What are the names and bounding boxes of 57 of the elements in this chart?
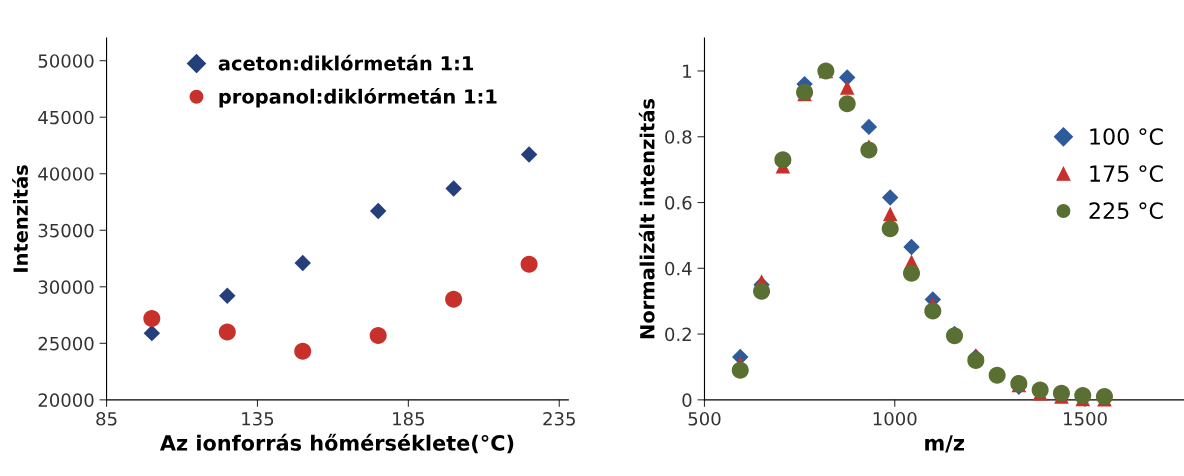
legend-label: 100 °C: [1090, 128, 1163, 145]
x-tick-label: 500: [688, 411, 721, 426]
y-tick-label: 0.2: [665, 327, 691, 342]
point: [988, 366, 1006, 384]
y-tick-label: 20000: [38, 393, 94, 407]
y-tick-label: 40000: [38, 167, 94, 181]
x-tick-label: 185: [393, 411, 425, 426]
y-tick-label: 1: [683, 64, 692, 78]
y-tick-label: 30000: [38, 280, 94, 294]
x-axis-title: m/z: [925, 435, 964, 453]
legend-label: 225 °C: [1089, 202, 1163, 220]
x-axis-title: Az ionforrás hőmérséklete(°C): [159, 433, 514, 454]
point: [294, 254, 311, 272]
legend-label: aceton:diklórmetán 1:1: [218, 54, 474, 71]
y-tick-label: 35000: [38, 223, 94, 238]
legend-label: propanol:diklórmetán 1:1: [219, 88, 497, 108]
y-tick-label: 25000: [38, 336, 94, 351]
point: [219, 287, 236, 305]
point: [218, 323, 236, 341]
x-tick-label: 1000: [873, 411, 917, 426]
point: [520, 146, 538, 163]
point: [903, 238, 920, 256]
point: [731, 361, 749, 379]
x-tick-label: 235: [543, 411, 575, 426]
y-tick-label: 0.6: [665, 195, 692, 210]
point: [753, 282, 771, 300]
point: [903, 264, 921, 282]
point: [881, 189, 899, 206]
x-tick-label: 135: [242, 411, 274, 426]
y-tick-label: 0.8: [665, 130, 692, 144]
point: [369, 202, 387, 220]
y-tick-label: 0.4: [665, 261, 692, 276]
point: [1052, 384, 1070, 402]
point: [294, 342, 312, 360]
y-axis-title: Intenzitás: [12, 165, 28, 272]
y-axis-title: Normalizált intenzitás: [638, 98, 655, 339]
point: [520, 255, 538, 273]
point: [838, 95, 856, 113]
point: [860, 141, 878, 159]
point: [1031, 381, 1049, 399]
y-tick-label: 45000: [38, 110, 94, 125]
y-tick-label: 0: [682, 393, 692, 407]
point: [881, 220, 899, 238]
point: [882, 206, 898, 222]
point: [445, 290, 463, 308]
point: [445, 180, 462, 197]
legend-label: 175 °C: [1090, 165, 1163, 182]
point: [143, 309, 161, 327]
point: [924, 302, 942, 320]
point: [839, 80, 855, 95]
point: [143, 324, 161, 342]
y-tick-label: 50000: [38, 54, 94, 68]
x-tick-label: 1500: [1064, 411, 1107, 426]
point: [1074, 387, 1092, 405]
x-tick-label: 85: [96, 411, 117, 426]
point: [860, 118, 878, 136]
point: [369, 326, 387, 344]
